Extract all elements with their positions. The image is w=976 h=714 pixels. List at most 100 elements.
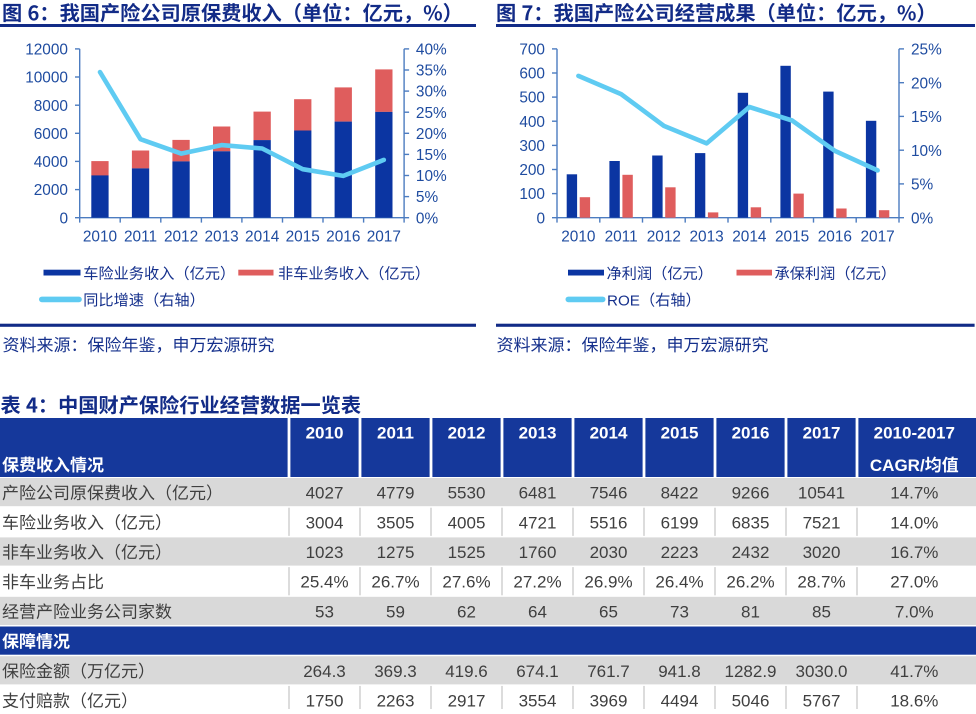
svg-text:65: 65 bbox=[599, 602, 618, 621]
svg-text:59: 59 bbox=[386, 602, 405, 621]
svg-text:2012: 2012 bbox=[164, 228, 198, 245]
svg-text:700: 700 bbox=[519, 42, 545, 59]
svg-text:7546: 7546 bbox=[590, 484, 628, 503]
svg-text:7.0%: 7.0% bbox=[895, 602, 934, 621]
svg-text:264.3: 264.3 bbox=[303, 662, 346, 681]
svg-text:5767: 5767 bbox=[803, 692, 841, 710]
svg-text:2016: 2016 bbox=[818, 228, 852, 245]
svg-text:14.0%: 14.0% bbox=[890, 513, 938, 532]
svg-text:1282.9: 1282.9 bbox=[725, 662, 777, 681]
svg-text:4005: 4005 bbox=[448, 513, 486, 532]
svg-text:6199: 6199 bbox=[661, 513, 699, 532]
svg-text:25%: 25% bbox=[416, 105, 447, 122]
svg-text:419.6: 419.6 bbox=[445, 662, 488, 681]
svg-text:2010: 2010 bbox=[83, 228, 117, 245]
svg-text:2016: 2016 bbox=[732, 424, 770, 443]
svg-text:1750: 1750 bbox=[306, 692, 344, 710]
svg-text:28.7%: 28.7% bbox=[797, 573, 845, 592]
svg-text:5%: 5% bbox=[416, 189, 439, 206]
svg-text:2223: 2223 bbox=[661, 543, 699, 562]
svg-text:8422: 8422 bbox=[661, 484, 699, 503]
svg-text:2013: 2013 bbox=[205, 228, 239, 245]
svg-text:2010: 2010 bbox=[561, 228, 595, 245]
svg-text:62: 62 bbox=[457, 602, 476, 621]
svg-text:85: 85 bbox=[812, 602, 831, 621]
svg-text:20%: 20% bbox=[416, 126, 447, 143]
svg-text:15%: 15% bbox=[416, 147, 447, 164]
svg-text:10541: 10541 bbox=[798, 484, 845, 503]
svg-text:2917: 2917 bbox=[448, 692, 486, 710]
svg-text:1525: 1525 bbox=[448, 543, 486, 562]
svg-text:73: 73 bbox=[670, 602, 689, 621]
svg-text:4000: 4000 bbox=[34, 154, 68, 171]
svg-text:25%: 25% bbox=[911, 42, 942, 59]
svg-text:3505: 3505 bbox=[377, 513, 415, 532]
svg-text:4027: 4027 bbox=[306, 484, 344, 503]
svg-text:2013: 2013 bbox=[690, 228, 724, 245]
svg-text:500: 500 bbox=[519, 90, 545, 107]
svg-text:8000: 8000 bbox=[34, 98, 68, 115]
svg-text:26.7%: 26.7% bbox=[371, 573, 419, 592]
svg-text:2010: 2010 bbox=[306, 424, 344, 443]
svg-text:26.4%: 26.4% bbox=[655, 573, 703, 592]
svg-text:40%: 40% bbox=[416, 42, 447, 59]
svg-text:35%: 35% bbox=[416, 63, 447, 80]
svg-text:64: 64 bbox=[528, 602, 547, 621]
svg-text:2017: 2017 bbox=[861, 228, 895, 245]
svg-text:941.8: 941.8 bbox=[658, 662, 701, 681]
svg-text:53: 53 bbox=[315, 602, 334, 621]
svg-text:ROE: ROE bbox=[607, 292, 640, 309]
svg-text:2017: 2017 bbox=[803, 424, 841, 443]
svg-text:3020: 3020 bbox=[803, 543, 841, 562]
svg-text:3030.0: 3030.0 bbox=[796, 662, 848, 681]
svg-text:CAGR/: CAGR/ bbox=[870, 456, 925, 475]
svg-text:1023: 1023 bbox=[306, 543, 344, 562]
svg-text:25.4%: 25.4% bbox=[300, 573, 348, 592]
svg-text:674.1: 674.1 bbox=[516, 662, 559, 681]
svg-text:2012: 2012 bbox=[448, 424, 486, 443]
svg-text:26.2%: 26.2% bbox=[726, 573, 774, 592]
svg-text:2011: 2011 bbox=[605, 228, 638, 245]
svg-text:16.7%: 16.7% bbox=[890, 543, 938, 562]
svg-text:0: 0 bbox=[59, 210, 68, 227]
svg-text:3969: 3969 bbox=[590, 692, 628, 710]
svg-text:300: 300 bbox=[519, 138, 545, 155]
svg-text:0: 0 bbox=[536, 210, 545, 227]
svg-text:10000: 10000 bbox=[25, 70, 68, 87]
svg-text:6835: 6835 bbox=[732, 513, 770, 532]
svg-text:27.2%: 27.2% bbox=[513, 573, 561, 592]
svg-text:369.3: 369.3 bbox=[374, 662, 417, 681]
svg-text:1275: 1275 bbox=[377, 543, 415, 562]
svg-text:6000: 6000 bbox=[34, 126, 68, 143]
svg-text:26.9%: 26.9% bbox=[584, 573, 632, 592]
svg-text:5%: 5% bbox=[911, 177, 934, 194]
svg-text:3004: 3004 bbox=[306, 513, 344, 532]
svg-text:5516: 5516 bbox=[590, 513, 628, 532]
svg-text:81: 81 bbox=[741, 602, 760, 621]
svg-text:2000: 2000 bbox=[34, 182, 68, 199]
svg-text:2017: 2017 bbox=[367, 228, 401, 245]
svg-text:2011: 2011 bbox=[124, 228, 157, 245]
svg-text:6481: 6481 bbox=[519, 484, 557, 503]
svg-text:2030: 2030 bbox=[590, 543, 628, 562]
svg-text:10%: 10% bbox=[911, 143, 942, 160]
svg-text:2263: 2263 bbox=[377, 692, 415, 710]
svg-text:2014: 2014 bbox=[245, 228, 280, 245]
svg-text:10%: 10% bbox=[416, 168, 447, 185]
svg-text:2014: 2014 bbox=[732, 228, 767, 245]
svg-text:2011: 2011 bbox=[377, 424, 414, 443]
svg-text:2015: 2015 bbox=[661, 424, 699, 443]
svg-text:2015: 2015 bbox=[286, 228, 320, 245]
svg-text:14.7%: 14.7% bbox=[890, 484, 938, 503]
svg-text:4494: 4494 bbox=[661, 692, 699, 710]
svg-text:2016: 2016 bbox=[326, 228, 360, 245]
svg-text:4721: 4721 bbox=[519, 513, 557, 532]
svg-text:27.6%: 27.6% bbox=[442, 573, 490, 592]
svg-text:5530: 5530 bbox=[448, 484, 486, 503]
svg-text:1760: 1760 bbox=[519, 543, 557, 562]
svg-text:18.6%: 18.6% bbox=[890, 692, 938, 710]
svg-text:2012: 2012 bbox=[647, 228, 681, 245]
svg-text:4779: 4779 bbox=[377, 484, 415, 503]
svg-text:400: 400 bbox=[519, 114, 545, 131]
svg-text:2013: 2013 bbox=[519, 424, 557, 443]
